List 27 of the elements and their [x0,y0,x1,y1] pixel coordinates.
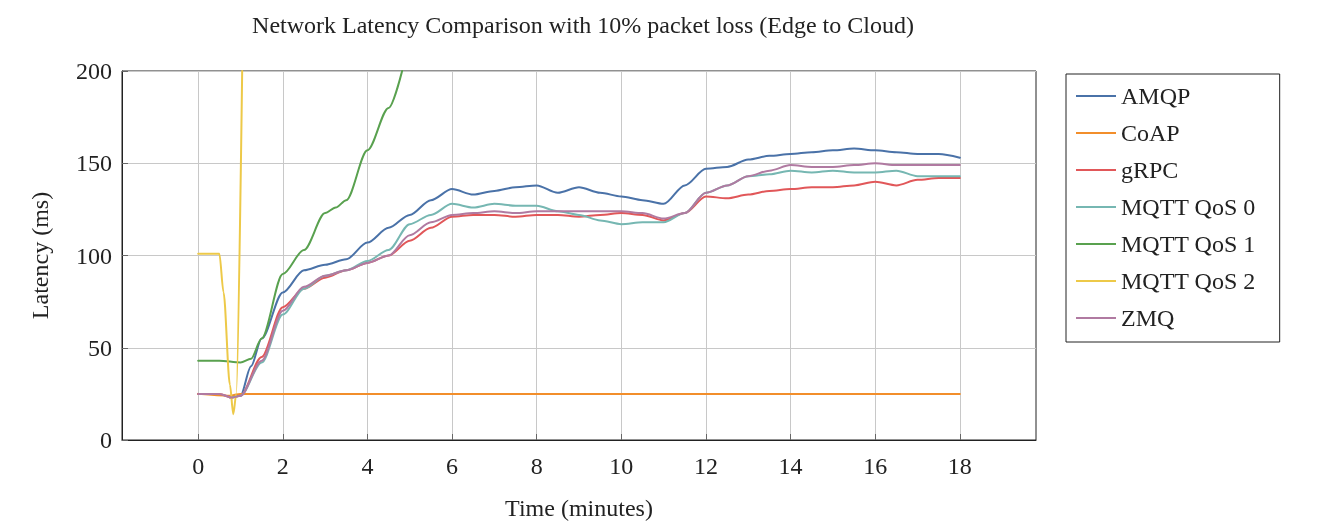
legend-label: MQTT QoS 0 [1121,194,1256,220]
x-tick-label: 0 [192,453,205,479]
x-axis-title: Time (minutes) [505,495,653,521]
x-tick-label: 2 [276,453,289,479]
legend-label: gRPC [1121,157,1179,183]
legend-label: AMQP [1121,83,1191,109]
y-axis-title: Latency (ms) [27,191,53,320]
y-tick-label: 150 [76,150,112,177]
legend-label: MQTT QoS 2 [1121,268,1256,294]
line-series [197,70,244,416]
y-tick-label: 50 [88,334,112,361]
x-tick-label: 6 [446,453,459,479]
x-tick-label: 10 [609,453,634,479]
line-series [197,70,404,364]
legend-label: ZMQ [1121,305,1175,331]
legend-label: MQTT QoS 1 [1121,231,1256,257]
x-tick-label: 16 [863,453,888,479]
y-tick-label: 0 [100,427,112,453]
x-tick-label: 12 [693,453,718,479]
y-tick-label: 200 [76,58,112,84]
x-tick-label: 4 [361,453,374,479]
legend-label: CoAP [1121,120,1180,146]
x-tick-label: 14 [778,453,803,479]
x-tick-label: 18 [947,453,972,479]
y-tick-label: 100 [76,242,112,269]
chart-title: Network Latency Comparison with 10% packet loss (Edge to Cloud) [252,12,914,38]
x-tick-label: 8 [530,453,543,479]
